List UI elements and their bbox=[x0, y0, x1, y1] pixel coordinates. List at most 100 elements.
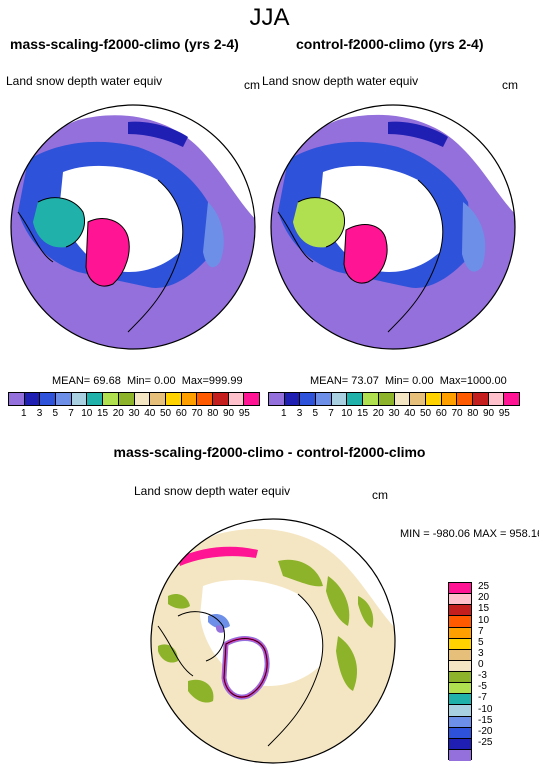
colorbar-tick-label: -3 bbox=[478, 670, 487, 682]
colorbar-tick-label: 7 bbox=[328, 408, 334, 419]
colorbar-tick-label: 5 bbox=[478, 636, 484, 648]
colorbar-swatch bbox=[197, 393, 213, 405]
colorbar-swatch bbox=[316, 393, 332, 405]
colorbar-swatch bbox=[56, 393, 72, 405]
colorbar-swatch bbox=[40, 393, 57, 405]
right-panel-title: control-f2000-climo (yrs 2-4) bbox=[296, 36, 484, 52]
colorbar-tick-label: 7 bbox=[478, 625, 484, 637]
colorbar-swatch bbox=[212, 393, 229, 405]
right-colorbar bbox=[268, 392, 520, 406]
colorbar-swatch bbox=[331, 393, 348, 405]
colorbar-swatch bbox=[134, 393, 151, 405]
difference-colorbar bbox=[448, 582, 472, 761]
colorbar-tick-label: 95 bbox=[238, 408, 250, 419]
colorbar-tick-label: 60 bbox=[175, 408, 187, 419]
colorbar-swatch bbox=[87, 393, 104, 405]
colorbar-tick-label: 20 bbox=[478, 592, 490, 604]
colorbar-swatch bbox=[449, 605, 471, 617]
colorbar-swatch bbox=[244, 393, 259, 405]
colorbar-swatch bbox=[284, 393, 301, 405]
right-panel-unit: cm bbox=[502, 78, 518, 92]
colorbar-swatch bbox=[449, 738, 471, 750]
right-max-value: 1000.00 bbox=[466, 375, 507, 387]
right-min-label: Min= bbox=[384, 375, 410, 387]
colorbar-tick-label: 5 bbox=[52, 408, 59, 419]
left-min-value: 0.00 bbox=[154, 375, 176, 387]
colorbar-tick-label: -20 bbox=[478, 725, 493, 737]
right-min-value: 0.00 bbox=[412, 375, 434, 387]
colorbar-swatch bbox=[449, 727, 471, 739]
colorbar-swatch bbox=[449, 594, 471, 606]
colorbar-tick-label: 70 bbox=[451, 408, 463, 419]
right-mean-value: 73.07 bbox=[351, 375, 379, 387]
right-stats: MEAN= 73.07 Min= 0.00 Max=1000.00 bbox=[310, 375, 507, 387]
colorbar-tick-label: 80 bbox=[207, 408, 219, 419]
colorbar-swatch bbox=[363, 393, 379, 405]
colorbar-tick-label: 3 bbox=[36, 408, 43, 419]
colorbar-swatch bbox=[449, 672, 471, 684]
colorbar-swatch bbox=[472, 393, 489, 405]
colorbar-tick-label: 10 bbox=[81, 408, 93, 419]
difference-unit: cm bbox=[372, 488, 388, 502]
colorbar-swatch bbox=[449, 638, 471, 650]
colorbar-tick-label: 30 bbox=[128, 408, 140, 419]
left-polar-map bbox=[10, 104, 256, 350]
colorbar-swatch bbox=[449, 705, 471, 717]
colorbar-tick-label: -15 bbox=[478, 714, 493, 726]
colorbar-tick-label: 40 bbox=[404, 408, 416, 419]
colorbar-swatch bbox=[300, 393, 317, 405]
colorbar-swatch bbox=[71, 393, 88, 405]
colorbar-tick-label: 90 bbox=[482, 408, 495, 419]
left-mean-value: 69.68 bbox=[93, 375, 121, 387]
colorbar-tick-label: 5 bbox=[312, 408, 319, 419]
colorbar-swatch bbox=[449, 749, 471, 761]
colorbar-swatch bbox=[441, 393, 458, 405]
colorbar-tick-label: 95 bbox=[498, 408, 510, 419]
left-min-label: Min= bbox=[126, 375, 152, 387]
right-panel-field: Land snow depth water equiv bbox=[262, 74, 419, 88]
colorbar-swatch bbox=[378, 393, 395, 405]
colorbar-tick-label: 0 bbox=[478, 659, 484, 670]
colorbar-swatch bbox=[449, 649, 471, 661]
colorbar-tick-label: -5 bbox=[478, 681, 487, 693]
colorbar-swatch bbox=[504, 393, 519, 405]
colorbar-swatch bbox=[394, 393, 411, 405]
colorbar-tick-label: -10 bbox=[478, 703, 493, 715]
colorbar-tick-label: 90 bbox=[222, 408, 235, 419]
left-colorbar-ticks: 1 3 5 7 10 15 20 30 40 50 60 70 80 90 95 bbox=[8, 408, 260, 420]
colorbar-tick-label: 1 bbox=[280, 408, 287, 419]
colorbar-swatch bbox=[449, 694, 471, 706]
colorbar-tick-label: 50 bbox=[159, 408, 172, 419]
colorbar-tick-label: -7 bbox=[478, 692, 487, 704]
colorbar-tick-label: 7 bbox=[68, 408, 74, 419]
colorbar-tick-label: 15 bbox=[356, 408, 369, 419]
colorbar-swatch bbox=[103, 393, 119, 405]
colorbar-swatch bbox=[24, 393, 41, 405]
colorbar-tick-label: 3 bbox=[478, 647, 484, 659]
left-colorbar bbox=[8, 392, 260, 406]
colorbar-swatch bbox=[457, 393, 473, 405]
difference-title: mass-scaling-f2000-climo - control-f2000… bbox=[113, 444, 426, 460]
colorbar-tick-label: 10 bbox=[478, 614, 490, 626]
colorbar-tick-label: 20 bbox=[112, 408, 124, 419]
colorbar-swatch bbox=[449, 616, 471, 628]
colorbar-swatch bbox=[449, 716, 471, 728]
difference-minmax: MIN = -980.06 MAX = 958.16 bbox=[400, 528, 539, 540]
difference-polar-map bbox=[150, 518, 396, 764]
colorbar-swatch bbox=[425, 393, 442, 405]
colorbar-swatch bbox=[228, 393, 245, 405]
left-max-value: 999.99 bbox=[208, 375, 243, 387]
colorbar-tick-label: 1 bbox=[20, 408, 27, 419]
colorbar-swatch bbox=[449, 583, 471, 595]
colorbar-swatch bbox=[9, 393, 25, 405]
right-colorbar-ticks: 1 3 5 7 10 15 20 30 40 50 60 70 80 90 95 bbox=[268, 408, 520, 420]
colorbar-swatch bbox=[269, 393, 285, 405]
colorbar-tick-label: 70 bbox=[191, 408, 203, 419]
colorbar-tick-label: 15 bbox=[478, 603, 490, 615]
colorbar-tick-label: 3 bbox=[296, 408, 303, 419]
colorbar-swatch bbox=[449, 660, 471, 672]
colorbar-swatch bbox=[181, 393, 198, 405]
season-title: JJA bbox=[249, 4, 290, 31]
left-panel-unit: cm bbox=[244, 78, 260, 92]
colorbar-tick-label: 15 bbox=[96, 408, 109, 419]
